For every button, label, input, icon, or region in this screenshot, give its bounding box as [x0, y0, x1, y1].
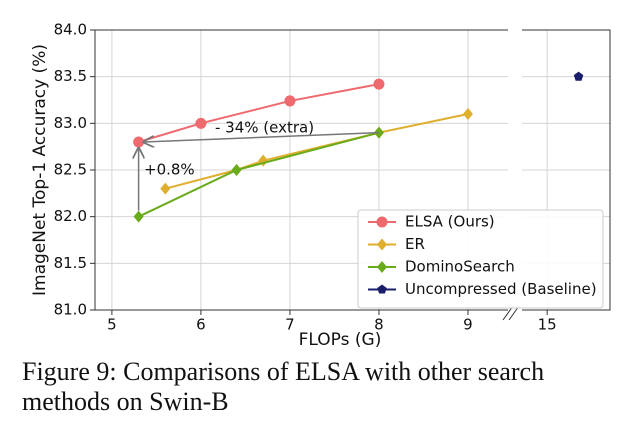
legend-marker — [377, 284, 387, 294]
legend-marker — [377, 238, 387, 251]
marker — [573, 71, 584, 81]
y-tick-label: 82.5 — [54, 161, 87, 179]
series-line — [165, 113, 469, 190]
y-axis-label: ImageNet Top-1 Accuracy (%) — [30, 44, 50, 296]
axis-frame — [94, 29, 508, 311]
axis-frame — [522, 29, 611, 311]
y-tick-label: 81.5 — [54, 254, 87, 272]
x-tick-label: 7 — [285, 316, 295, 334]
x-tick-label: 9 — [463, 316, 473, 334]
legend-label: Uncompressed (Baseline) — [405, 280, 597, 298]
annotation: - 34% (extra) — [215, 119, 314, 137]
legend-label: DominoSearch — [405, 258, 515, 276]
y-tick-label: 81.0 — [54, 301, 87, 319]
marker — [160, 182, 171, 195]
annotation-arrow — [144, 131, 379, 142]
legend-marker — [377, 261, 387, 273]
x-tick-label: 15 — [538, 316, 557, 334]
y-tick-label: 84.0 — [54, 21, 87, 39]
marker — [231, 164, 242, 176]
x-axis-label: FLOPs (G) — [299, 330, 382, 350]
marker — [284, 95, 296, 107]
marker — [195, 117, 207, 129]
marker — [133, 210, 144, 223]
legend-marker — [376, 216, 388, 228]
y-tick-label: 82.0 — [54, 207, 87, 225]
marker — [133, 136, 145, 148]
marker — [462, 108, 473, 120]
legend-box — [357, 209, 604, 309]
y-tick-label: 83.0 — [54, 114, 87, 132]
y-tick-label: 83.5 — [54, 67, 87, 85]
caption-line: methods on Swin-B — [22, 387, 229, 416]
x-tick-label: 6 — [196, 316, 206, 334]
marker — [373, 78, 385, 90]
legend-label: ER — [405, 235, 425, 253]
x-tick-label: 5 — [107, 316, 117, 334]
x-tick-label: 8 — [374, 316, 384, 334]
series-line — [138, 83, 380, 143]
legend-label: ELSA (Ours) — [405, 213, 495, 231]
caption-line: Figure 9: Comparisons of ELSA with other… — [22, 357, 544, 386]
annotation: +0.8% — [144, 161, 195, 179]
